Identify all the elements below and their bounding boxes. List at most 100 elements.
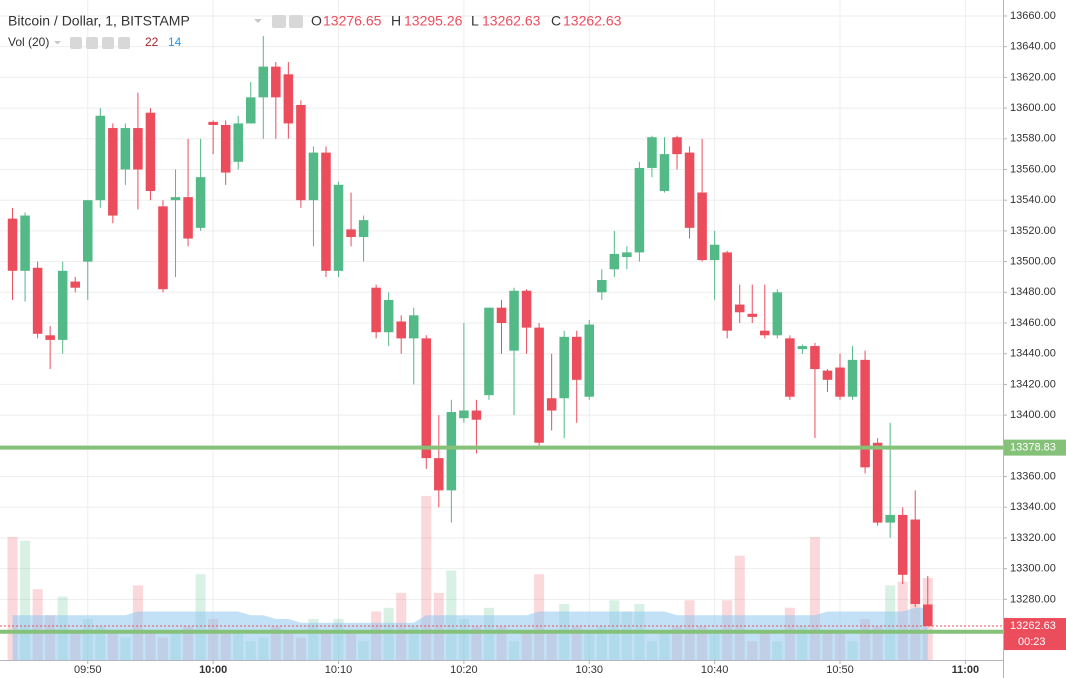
candle-body <box>709 244 720 261</box>
chart-title: Bitcoin / Dollar, 1, BITSTAMP <box>8 13 190 29</box>
candle-body <box>296 105 306 201</box>
x-tick-label: 10:20 <box>450 664 478 676</box>
candle-body <box>245 97 256 124</box>
candle-body <box>258 66 269 98</box>
y-tick-label: 13580.00 <box>1010 133 1056 145</box>
y-tick-label: 13420.00 <box>1010 378 1056 390</box>
candle-body <box>847 359 858 397</box>
candle-body <box>584 324 595 397</box>
candle-body <box>897 514 908 575</box>
close-letter: C <box>551 13 561 29</box>
y-tick-label: 13520.00 <box>1010 225 1056 237</box>
volume-bar <box>734 555 745 660</box>
close-value: 13262.63 <box>563 13 622 29</box>
countdown-label: 00:23 <box>1018 636 1046 648</box>
y-tick-label: 13480.00 <box>1010 286 1056 298</box>
candle-body <box>634 167 645 253</box>
low-letter: L <box>471 13 479 29</box>
settings-icon[interactable] <box>86 37 98 49</box>
volume-bar <box>421 495 432 660</box>
price-axis <box>1003 0 1066 678</box>
x-tick-label: 10:50 <box>826 664 854 676</box>
candle-body <box>860 359 870 468</box>
candle-body <box>734 304 745 313</box>
candle-body <box>772 292 783 336</box>
time-axis <box>0 660 1003 678</box>
candle-body <box>546 398 557 411</box>
y-tick-label: 13640.00 <box>1010 41 1056 53</box>
candle-body <box>145 112 156 191</box>
candle-body <box>785 338 795 397</box>
candle-body <box>559 336 569 399</box>
settings-icon[interactable] <box>289 15 303 28</box>
eye-icon[interactable] <box>272 15 286 28</box>
dropdown-icon[interactable] <box>54 41 61 45</box>
candle-body <box>158 206 168 290</box>
high-value: 13295.26 <box>404 13 463 29</box>
candle-body <box>170 197 181 201</box>
x-tick-label: 09:50 <box>74 664 102 676</box>
y-tick-label: 13660.00 <box>1010 10 1056 22</box>
y-tick-label: 13460.00 <box>1010 317 1056 329</box>
y-tick-label: 13360.00 <box>1010 470 1056 482</box>
level-label: 13378.83 <box>1010 442 1056 454</box>
candle-body <box>571 336 582 380</box>
candle-body <box>471 410 482 420</box>
volume-title: Vol (20) <box>8 35 49 49</box>
candle-body <box>810 346 820 370</box>
candle-body <box>747 313 758 317</box>
volume-bar <box>7 536 18 660</box>
candle-body <box>822 370 833 380</box>
candle-body <box>7 218 18 271</box>
candle-body <box>20 215 30 271</box>
candle-body <box>910 519 921 604</box>
candle-body <box>108 128 118 216</box>
candle-body <box>183 197 193 239</box>
x-tick-label: 10:00 <box>199 664 227 676</box>
candle-body <box>421 338 432 459</box>
candle-body <box>459 410 469 419</box>
volume-bar <box>20 540 31 660</box>
y-tick-label: 13620.00 <box>1010 71 1056 83</box>
low-value: 13262.63 <box>482 13 541 29</box>
candle-body <box>672 137 682 155</box>
candle-body <box>308 152 319 201</box>
high-letter: H <box>391 13 401 29</box>
candle-body <box>208 121 218 125</box>
more-icon[interactable] <box>118 37 130 49</box>
y-tick-label: 13300.00 <box>1010 563 1056 575</box>
candle-body <box>923 604 933 627</box>
eye-icon[interactable] <box>70 37 82 49</box>
candle-body <box>32 267 43 334</box>
candle-body <box>797 346 808 350</box>
candle-body <box>684 152 695 228</box>
candle-body <box>622 252 632 257</box>
candle-body <box>358 220 369 238</box>
x-tick-label: 10:30 <box>575 664 603 676</box>
candle-body <box>760 330 770 336</box>
candle-body <box>82 200 93 262</box>
current-price-box <box>1004 618 1066 635</box>
candle-body <box>396 321 406 339</box>
candle-body <box>283 74 294 124</box>
add-icon[interactable] <box>102 37 114 49</box>
candle-body <box>233 123 243 162</box>
candle-body <box>697 192 707 261</box>
countdown-box <box>1004 634 1066 651</box>
candle-body <box>333 184 344 271</box>
level-label-box <box>1004 439 1066 456</box>
candle-body <box>496 307 507 324</box>
dropdown-icon[interactable] <box>254 19 262 23</box>
candle-body <box>383 299 394 333</box>
candle-body <box>220 124 231 173</box>
candle-body <box>408 315 419 339</box>
candle-body <box>133 128 143 170</box>
candle-body <box>271 66 281 98</box>
candle-body <box>872 442 883 523</box>
candle-body <box>534 327 544 443</box>
y-tick-label: 13500.00 <box>1010 256 1056 268</box>
candle-body <box>371 287 381 333</box>
candle-body <box>346 229 356 238</box>
